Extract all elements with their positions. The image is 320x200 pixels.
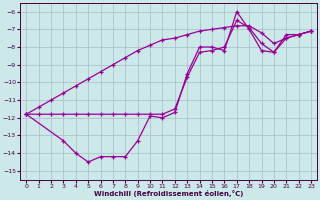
X-axis label: Windchill (Refroidissement éolien,°C): Windchill (Refroidissement éolien,°C) <box>94 190 243 197</box>
